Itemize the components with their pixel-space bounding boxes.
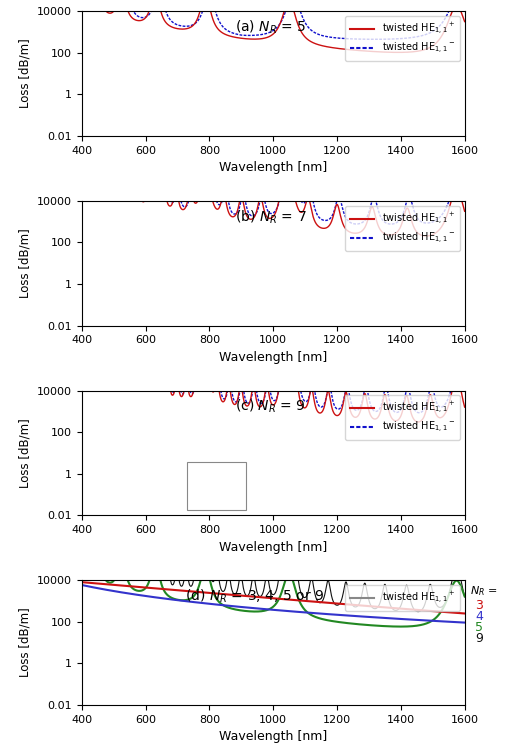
Legend: twisted HE$_{1,1}$$^+$, twisted HE$_{1,1}$$^-$: twisted HE$_{1,1}$$^+$, twisted HE$_{1,1… xyxy=(345,16,460,61)
Text: (c) $N_R$ = 9: (c) $N_R$ = 9 xyxy=(235,398,306,416)
Legend: twisted HE$_{1,1}$$^+$, twisted HE$_{1,1}$$^-$: twisted HE$_{1,1}$$^+$, twisted HE$_{1,1… xyxy=(345,206,460,251)
Text: 9: 9 xyxy=(475,633,483,645)
Y-axis label: Loss [dB/m]: Loss [dB/m] xyxy=(18,228,32,298)
Y-axis label: Loss [dB/m]: Loss [dB/m] xyxy=(18,608,32,677)
Text: 4: 4 xyxy=(475,610,483,623)
X-axis label: Wavelength [nm]: Wavelength [nm] xyxy=(219,161,327,175)
Text: $N_R$ =: $N_R$ = xyxy=(470,584,497,598)
Legend: twisted HE$_{1,1}$$^+$: twisted HE$_{1,1}$$^+$ xyxy=(345,585,460,611)
Text: 5: 5 xyxy=(475,621,483,634)
Bar xyxy=(187,463,246,510)
X-axis label: Wavelength [nm]: Wavelength [nm] xyxy=(219,351,327,364)
Text: 3: 3 xyxy=(475,599,483,612)
Text: (b) $N_R$ = 7: (b) $N_R$ = 7 xyxy=(235,208,307,226)
Legend: twisted HE$_{1,1}$$^+$, twisted HE$_{1,1}$$^-$: twisted HE$_{1,1}$$^+$, twisted HE$_{1,1… xyxy=(345,395,460,440)
Text: (d) $N_R$ = 3, 4, 5 or 9: (d) $N_R$ = 3, 4, 5 or 9 xyxy=(185,588,324,605)
Y-axis label: Loss [dB/m]: Loss [dB/m] xyxy=(18,418,32,488)
X-axis label: Wavelength [nm]: Wavelength [nm] xyxy=(219,541,327,554)
X-axis label: Wavelength [nm]: Wavelength [nm] xyxy=(219,730,327,743)
Text: (a) $N_R$ = 5: (a) $N_R$ = 5 xyxy=(235,19,306,36)
Y-axis label: Loss [dB/m]: Loss [dB/m] xyxy=(18,39,32,108)
